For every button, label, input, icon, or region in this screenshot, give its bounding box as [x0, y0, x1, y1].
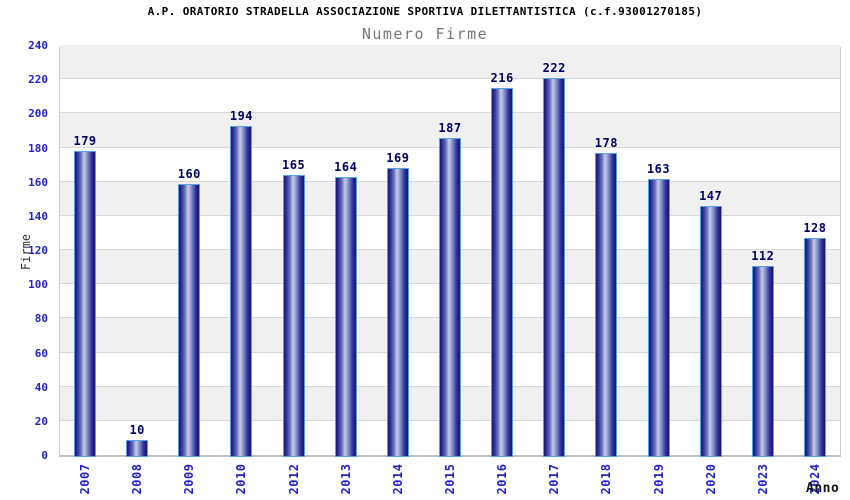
x-tick-label: 2009	[182, 463, 197, 495]
x-axis-label: Anno	[806, 481, 840, 496]
bar-value-label: 10	[129, 423, 145, 437]
bar-value-label: 160	[177, 167, 201, 181]
x-tick-label: 2007	[78, 463, 93, 495]
bar-value-label: 216	[490, 71, 514, 85]
chart-title: A.P. ORATORIO STRADELLA ASSOCIAZIONE SPO…	[147, 5, 703, 18]
y-tick-label: 120	[28, 244, 48, 257]
gridline	[60, 78, 840, 80]
bar-value-label: 128	[803, 221, 827, 235]
y-tick-label: 40	[34, 380, 48, 394]
bar	[335, 177, 357, 457]
bar	[126, 440, 148, 457]
bar-value-label: 147	[699, 189, 723, 203]
plot-band	[60, 79, 840, 114]
y-tick-label: 200	[28, 107, 48, 121]
x-tick-label: 2012	[286, 463, 301, 495]
bar-value-label: 187	[438, 121, 462, 135]
x-tick-label: 2013	[338, 463, 353, 495]
plot-band	[60, 45, 840, 80]
bar	[804, 238, 826, 457]
x-tick-label: 2019	[651, 463, 666, 495]
x-tick-label: 2010	[234, 463, 249, 495]
y-tick-label: 160	[28, 175, 48, 189]
chart-subtitle: Numero Firme	[361, 25, 489, 43]
bar	[752, 266, 774, 457]
bar	[491, 88, 513, 457]
gridline	[60, 112, 840, 114]
y-tick-label: 140	[28, 209, 48, 223]
y-tick-label: 60	[34, 346, 48, 360]
y-tick-label: 20	[34, 414, 48, 428]
x-tick-label: 2018	[599, 463, 614, 495]
bar-value-label: 222	[542, 61, 566, 75]
x-tick-label: 2014	[390, 463, 405, 495]
bar-value-label: 112	[751, 249, 775, 263]
bar-value-label: 179	[73, 134, 97, 148]
x-tick-label: 2008	[130, 463, 145, 495]
bar-value-label: 165	[282, 158, 306, 172]
bar	[595, 153, 617, 457]
y-tick-label: 220	[28, 73, 48, 87]
bar	[700, 206, 722, 457]
bar	[387, 168, 409, 457]
y-axis-label: Firme	[19, 233, 33, 271]
y-tick-label: 100	[28, 278, 48, 292]
bar	[439, 138, 461, 457]
bar	[74, 151, 96, 457]
x-tick-label: 2015	[443, 463, 457, 495]
bar-value-label: 169	[386, 151, 410, 165]
x-tick-label: 2020	[703, 463, 718, 495]
bar-value-label: 178	[594, 136, 618, 150]
bar-value-label: 194	[229, 109, 254, 123]
bar	[230, 126, 252, 457]
bar-value-label: 164	[334, 160, 358, 174]
bar-value-label: 163	[646, 162, 671, 176]
y-tick-label: 180	[28, 141, 48, 155]
bar	[178, 184, 200, 457]
x-tick-label: 2017	[547, 463, 562, 495]
bar	[543, 78, 565, 457]
x-tick-label: 2023	[755, 463, 770, 495]
y-tick-label: 240	[28, 39, 48, 52]
x-tick-label: 2016	[495, 463, 510, 495]
y-tick-label: 0	[41, 449, 48, 462]
bar	[283, 175, 305, 457]
y-tick-label: 80	[34, 312, 48, 326]
bar	[648, 179, 670, 457]
